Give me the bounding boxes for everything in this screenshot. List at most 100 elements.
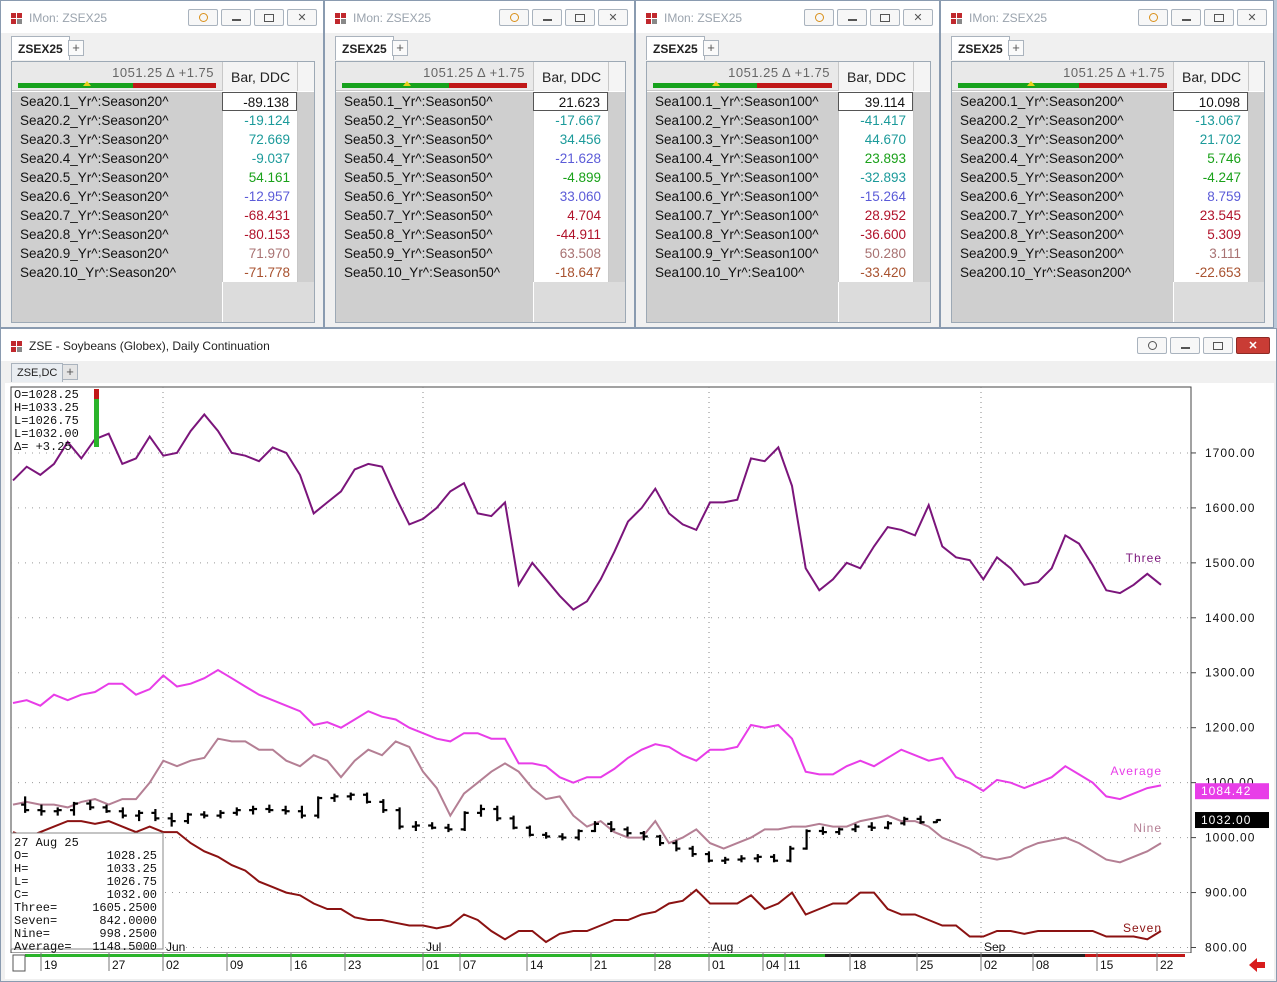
row-value[interactable]: 23.893 (838, 149, 913, 168)
monitor-row[interactable]: Sea20.10_Yr^:Season20^ -71.778 (12, 263, 314, 282)
series-line-three[interactable] (12, 412, 1162, 611)
monitor-row[interactable]: Sea100.5_Yr^:Season100^ -32.893 (647, 168, 930, 187)
monitor-row[interactable]: Sea20.3_Yr^:Season20^ 72.669 (12, 130, 314, 149)
maximize-button[interactable] (1203, 337, 1233, 354)
maximize-button[interactable] (565, 9, 595, 26)
close-button[interactable]: ✕ (1237, 9, 1267, 26)
row-value[interactable]: 54.161 (222, 168, 297, 187)
series-line-average[interactable] (12, 668, 1162, 801)
row-value[interactable]: 50.280 (838, 244, 913, 263)
row-value[interactable]: -68.431 (222, 206, 297, 225)
monitor-row[interactable]: Sea50.2_Yr^:Season50^ -17.667 (336, 111, 625, 130)
monitor-row[interactable]: Sea200.6_Yr^:Season200^ 8.759 (952, 187, 1264, 206)
maximize-button[interactable] (254, 9, 284, 26)
row-value[interactable]: 23.545 (1173, 206, 1248, 225)
row-value[interactable]: -22.653 (1173, 263, 1248, 282)
monitor-row[interactable]: Sea100.2_Yr^:Season100^ -41.417 (647, 111, 930, 130)
series-line-nine[interactable] (12, 737, 1162, 864)
monitor-row[interactable]: Sea100.1_Yr^:Season100^ 39.114 (647, 92, 930, 111)
link-button[interactable] (1138, 9, 1168, 26)
tab-zsex25[interactable]: ZSEX25 (951, 36, 1010, 60)
row-value[interactable]: 5.746 (1173, 149, 1248, 168)
column-header-bar-ddc[interactable]: Bar, DDC (533, 62, 608, 91)
monitor-row[interactable]: Sea200.2_Yr^:Season200^ -13.067 (952, 111, 1264, 130)
series-line-seven[interactable] (12, 820, 1162, 944)
close-button[interactable]: ✕ (1236, 337, 1270, 354)
monitor-row[interactable]: Sea50.4_Yr^:Season50^ -21.628 (336, 149, 625, 168)
close-button[interactable]: ✕ (903, 9, 933, 26)
monitor-row[interactable]: Sea200.5_Yr^:Season200^ -4.247 (952, 168, 1264, 187)
monitor-titlebar[interactable]: IMon: ZSEX25 ✕ (325, 1, 634, 33)
monitor-row[interactable]: Sea200.7_Yr^:Season200^ 23.545 (952, 206, 1264, 225)
row-value[interactable]: 28.952 (838, 206, 913, 225)
link-button[interactable] (804, 9, 834, 26)
row-value[interactable]: -9.037 (222, 149, 297, 168)
column-header-bar-ddc[interactable]: Bar, DDC (1173, 62, 1248, 91)
add-tab-button[interactable]: + (703, 40, 719, 56)
row-value[interactable]: 8.759 (1173, 187, 1248, 206)
row-value[interactable]: 71.970 (222, 244, 297, 263)
row-value[interactable]: -18.647 (533, 263, 608, 282)
row-value[interactable]: -41.417 (838, 111, 913, 130)
row-value[interactable]: -71.778 (222, 263, 297, 282)
minimize-button[interactable] (1171, 9, 1201, 26)
row-value[interactable]: -4.899 (533, 168, 608, 187)
minimize-button[interactable] (1170, 337, 1200, 354)
row-value[interactable]: -13.067 (1173, 111, 1248, 130)
column-header-bar-ddc[interactable]: Bar, DDC (222, 62, 297, 91)
row-value[interactable]: -33.420 (838, 263, 913, 282)
row-value[interactable]: -21.628 (533, 149, 608, 168)
link-button[interactable] (499, 9, 529, 26)
close-button[interactable]: ✕ (287, 9, 317, 26)
add-tab-button[interactable]: + (392, 40, 408, 56)
monitor-row[interactable]: Sea100.9_Yr^:Season100^ 50.280 (647, 244, 930, 263)
monitor-row[interactable]: Sea50.10_Yr^:Season50^ -18.647 (336, 263, 625, 282)
monitor-row[interactable]: Sea20.7_Yr^:Season20^ -68.431 (12, 206, 314, 225)
monitor-row[interactable]: Sea50.7_Yr^:Season50^ 4.704 (336, 206, 625, 225)
monitor-row[interactable]: Sea100.10_Yr^:Sea100^ -33.420 (647, 263, 930, 282)
row-value[interactable]: 5.309 (1173, 225, 1248, 244)
row-value[interactable]: 21.702 (1173, 130, 1248, 149)
row-value[interactable]: -89.138 (222, 92, 297, 111)
row-value[interactable]: -44.911 (533, 225, 608, 244)
price-chart[interactable]: 1700.00 1600.00 1500.00 1400.00 1300.00 1200.… (5, 383, 1274, 979)
chart-titlebar[interactable]: ZSE - Soybeans (Globex), Daily Continuat… (1, 329, 1276, 361)
minimize-button[interactable] (837, 9, 867, 26)
close-button[interactable]: ✕ (598, 9, 628, 26)
scroll-to-end-arrow-icon[interactable] (1249, 958, 1265, 972)
row-value[interactable]: 4.704 (533, 206, 608, 225)
monitor-row[interactable]: Sea50.1_Yr^:Season50^ 21.623 (336, 92, 625, 111)
monitor-row[interactable]: Sea50.6_Yr^:Season50^ 33.060 (336, 187, 625, 206)
monitor-row[interactable]: Sea50.5_Yr^:Season50^ -4.899 (336, 168, 625, 187)
link-button[interactable] (1137, 337, 1167, 354)
monitor-titlebar[interactable]: IMon: ZSEX25 ✕ (1, 1, 323, 33)
monitor-row[interactable]: Sea200.1_Yr^:Season200^ 10.098 (952, 92, 1264, 111)
minimize-button[interactable] (532, 9, 562, 26)
row-value[interactable]: -12.957 (222, 187, 297, 206)
monitor-row[interactable]: Sea100.7_Yr^:Season100^ 28.952 (647, 206, 930, 225)
monitor-row[interactable]: Sea20.6_Yr^:Season20^ -12.957 (12, 187, 314, 206)
maximize-button[interactable] (870, 9, 900, 26)
row-value[interactable]: -19.124 (222, 111, 297, 130)
add-tab-button[interactable]: + (62, 364, 78, 380)
maximize-button[interactable] (1204, 9, 1234, 26)
monitor-row[interactable]: Sea200.10_Yr^:Season200^ -22.653 (952, 263, 1264, 282)
row-value[interactable]: 72.669 (222, 130, 297, 149)
add-tab-button[interactable]: + (68, 40, 84, 56)
row-value[interactable]: 33.060 (533, 187, 608, 206)
row-value[interactable]: -32.893 (838, 168, 913, 187)
monitor-row[interactable]: Sea50.8_Yr^:Season50^ -44.911 (336, 225, 625, 244)
monitor-row[interactable]: Sea100.4_Yr^:Season100^ 23.893 (647, 149, 930, 168)
row-value[interactable]: 39.114 (838, 92, 913, 111)
monitor-row[interactable]: Sea50.3_Yr^:Season50^ 34.456 (336, 130, 625, 149)
row-value[interactable]: -15.264 (838, 187, 913, 206)
tab-zse-dc[interactable]: ZSE,DC (11, 363, 64, 382)
tab-zsex25[interactable]: ZSEX25 (11, 36, 70, 60)
row-value[interactable]: -36.600 (838, 225, 913, 244)
row-value[interactable]: 34.456 (533, 130, 608, 149)
row-value[interactable]: 21.623 (533, 92, 608, 111)
column-header-bar-ddc[interactable]: Bar, DDC (838, 62, 913, 91)
row-value[interactable]: 3.111 (1173, 244, 1248, 263)
monitor-row[interactable]: Sea50.9_Yr^:Season50^ 63.508 (336, 244, 625, 263)
monitor-titlebar[interactable]: IMon: ZSEX25 ✕ (636, 1, 939, 33)
